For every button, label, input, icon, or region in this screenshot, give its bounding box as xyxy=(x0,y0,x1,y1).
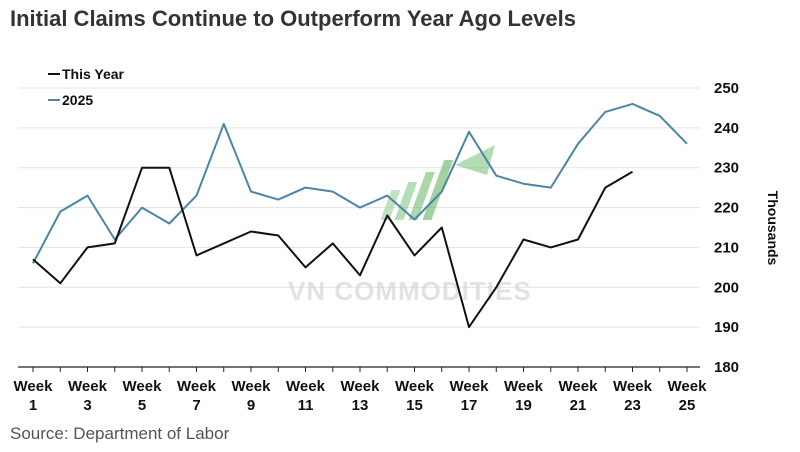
legend: This Year 2025 xyxy=(48,66,125,108)
y-tick-label: 250 xyxy=(714,80,739,97)
watermark-logo: VN COMMODITIES xyxy=(288,145,532,306)
gridlines xyxy=(18,87,700,368)
y-tick-label: 230 xyxy=(714,160,739,177)
y-tick-label: 200 xyxy=(714,279,739,296)
x-tick-number: 25 xyxy=(679,397,696,414)
x-tick-number: 21 xyxy=(570,397,587,414)
series-lines xyxy=(32,102,688,329)
x-tick-label: Week xyxy=(341,378,381,395)
x-tick-label: Week xyxy=(232,378,272,395)
x-tick-label: Week xyxy=(177,378,217,395)
x-tick-number: 17 xyxy=(461,397,478,414)
source-note: Source: Department of Labor xyxy=(10,424,230,443)
x-axis: Week 1 Week 3 Week 5 Week 7 Week 9 Week 11 Week 13 Wee… xyxy=(14,367,708,414)
x-tick-number: 11 xyxy=(298,397,314,414)
y-tick-label: 190 xyxy=(714,319,739,336)
x-tick-number: 19 xyxy=(515,397,532,414)
x-tick-label: Week xyxy=(123,378,163,395)
x-tick-number: 13 xyxy=(352,397,369,414)
x-tick-number: 7 xyxy=(192,397,200,414)
y-tick-label: 210 xyxy=(714,239,739,256)
x-tick-label: Week xyxy=(395,378,435,395)
legend-label: This Year xyxy=(62,66,125,82)
x-tick-label: Week xyxy=(450,378,490,395)
x-tick-number: 15 xyxy=(406,397,423,414)
y-axis-title: Thousands xyxy=(765,191,781,266)
y-tick-label: 240 xyxy=(714,120,739,137)
x-tick-number: 3 xyxy=(83,397,91,414)
x-tick-label: Week xyxy=(613,378,653,395)
x-tick-label: Week xyxy=(286,378,326,395)
y-tick-label: 180 xyxy=(714,359,739,376)
x-tick-label: Week xyxy=(68,378,108,395)
x-tick-label: Week xyxy=(668,378,708,395)
series-line-this-year xyxy=(32,166,634,329)
line-chart: VN COMMODITIES 180190200210220230240250 … xyxy=(14,66,781,414)
series-line-last-year xyxy=(32,102,688,264)
x-tick-label: Week xyxy=(504,378,544,395)
y-axis: 180 190 200 210 220 230 240 250 xyxy=(714,80,739,376)
chart-title: Initial Claims Continue to Outperform Ye… xyxy=(10,6,576,31)
watermark-text: VN COMMODITIES xyxy=(288,276,532,306)
legend-label: 2025 xyxy=(62,92,93,108)
x-tick-label: Week xyxy=(559,378,599,395)
x-tick-number: 9 xyxy=(247,397,255,414)
x-tick-label: Week xyxy=(14,378,54,395)
y-tick-label: 220 xyxy=(714,200,739,217)
x-tick-number: 5 xyxy=(138,397,146,414)
x-tick-number: 23 xyxy=(624,397,641,414)
x-tick-number: 1 xyxy=(29,397,37,414)
